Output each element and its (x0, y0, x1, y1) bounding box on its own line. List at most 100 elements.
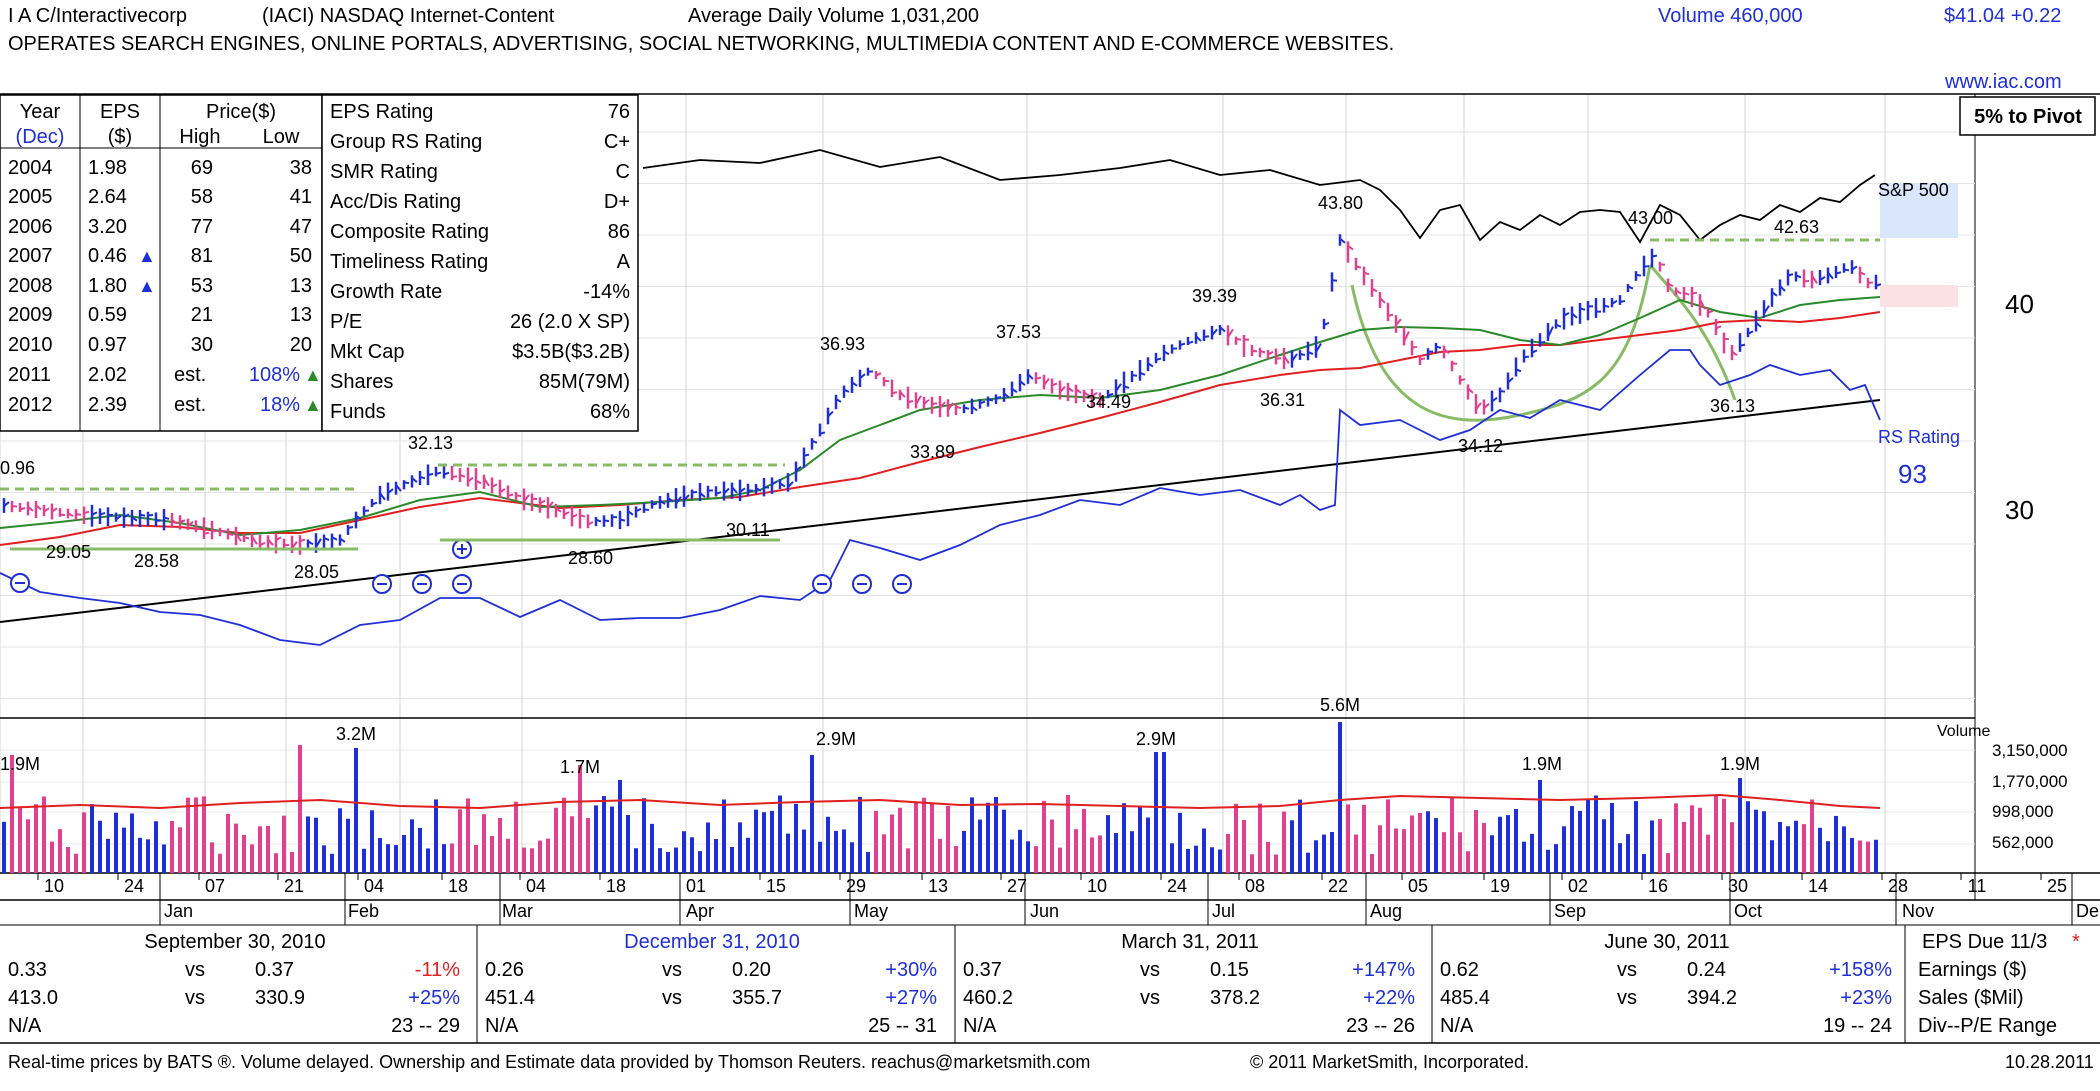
date-label: 04 (364, 876, 384, 896)
price-tick-40: 40 (2005, 289, 2034, 319)
price-bar (1860, 267, 1865, 284)
dividend: N/A (8, 1015, 42, 1037)
minus-marker (453, 575, 471, 593)
volume-bar (1674, 803, 1678, 873)
volume-bar (1786, 826, 1790, 873)
volume-bar (930, 804, 934, 873)
volume-bar (970, 797, 974, 873)
volume-bar (1826, 841, 1830, 873)
price-label: 34.12 (1458, 436, 1503, 456)
price-bar (1396, 315, 1401, 333)
price-bar (740, 480, 745, 501)
price-high: 21 (191, 304, 213, 326)
company-name: I A C/Interactivecorp (8, 5, 187, 27)
volume-bar (306, 816, 310, 873)
price-bar (892, 380, 897, 397)
vs-label: vs (185, 987, 205, 1009)
volume-bar (250, 844, 254, 873)
price-bar (668, 493, 673, 508)
price-bar (484, 475, 489, 489)
price-bar (388, 483, 393, 501)
pivot-button[interactable]: 5% to Pivot (1960, 97, 2095, 135)
volume-bar (778, 795, 782, 873)
rating-label: EPS Rating (330, 101, 433, 123)
price-bar (1444, 346, 1449, 359)
price-label: 30.11 (726, 520, 770, 540)
price-bar (1228, 325, 1233, 345)
volume-label: 3.2M (336, 724, 376, 744)
volume-label: 1.9M (1522, 754, 1562, 774)
volume-bar (1330, 832, 1334, 873)
price-bar-close (804, 455, 809, 456)
volume-bar (1506, 815, 1510, 873)
month-label: Apr (686, 901, 714, 921)
volume-bar (1042, 801, 1046, 873)
volume-bar (634, 848, 638, 873)
volume-bar (210, 842, 214, 873)
price-bar (644, 503, 649, 513)
estimate-growth: 18% (260, 394, 300, 416)
eps-due-label: EPS Due 11/3 (1922, 931, 2047, 953)
growth-up-arrow: ▲ (304, 395, 322, 415)
eps-year: 2012 (8, 394, 53, 416)
price-bar (1820, 270, 1825, 285)
price-low: 13 (290, 275, 312, 297)
sales-current: 485.4 (1440, 987, 1490, 1009)
price-bar-close (964, 408, 969, 409)
price-bar-close (1844, 270, 1849, 271)
website-link[interactable]: www.iac.com (1944, 71, 2062, 93)
volume-bar (362, 849, 366, 873)
minus-marker (853, 575, 871, 593)
volume-bar (1778, 822, 1782, 873)
volume-bar (1082, 809, 1086, 873)
price-bar (524, 488, 529, 510)
vs-label: vs (1140, 959, 1160, 981)
estimate-label: est. (174, 394, 206, 416)
volume-bar (922, 798, 926, 873)
price-bar (1468, 384, 1473, 399)
volume-bar (274, 853, 278, 873)
volume-bar (442, 844, 446, 873)
volume-bar (714, 839, 718, 873)
price-bar (1380, 292, 1385, 308)
price-bar-close (76, 514, 81, 515)
volume-bar (1810, 799, 1814, 873)
volume-bar (986, 803, 990, 873)
price-bar (948, 399, 953, 417)
price-bar (348, 525, 353, 535)
rating-value: C (616, 161, 630, 183)
volume-today: Volume 460,000 (1658, 5, 1803, 27)
volume-bar (74, 854, 78, 873)
price-bar (236, 527, 241, 545)
volume-bar (1722, 799, 1726, 873)
price-bar (884, 377, 889, 386)
price-bar (1452, 361, 1457, 371)
volume-bar (1090, 837, 1094, 873)
date-label: 10 (44, 876, 64, 896)
volume-bar (1666, 853, 1670, 873)
price-bar-close (1036, 378, 1041, 379)
volume-bar (1306, 853, 1310, 873)
volume-bar (802, 830, 806, 873)
price-high: 81 (191, 245, 213, 267)
price-bar (1604, 298, 1609, 313)
volume-bar (1842, 826, 1846, 873)
volume-bar (226, 814, 230, 873)
pe-range: 25 -- 31 (868, 1015, 937, 1037)
price-bar (868, 368, 873, 376)
volume-bar (1434, 818, 1438, 873)
eps-up-arrow: ▲ (138, 246, 156, 266)
volume-bar (1410, 815, 1414, 873)
price-bar (1316, 336, 1321, 358)
volume-bar (650, 824, 654, 873)
price-bar (660, 496, 665, 509)
price-bar-close (372, 503, 377, 504)
volume-bar (1186, 849, 1190, 873)
volume-bar (602, 796, 606, 873)
price-bar (1292, 350, 1297, 367)
date-label: 07 (205, 876, 225, 896)
volume-bar (218, 854, 222, 873)
price-label: 28.05 (294, 562, 339, 582)
price-low: 38 (290, 157, 312, 179)
